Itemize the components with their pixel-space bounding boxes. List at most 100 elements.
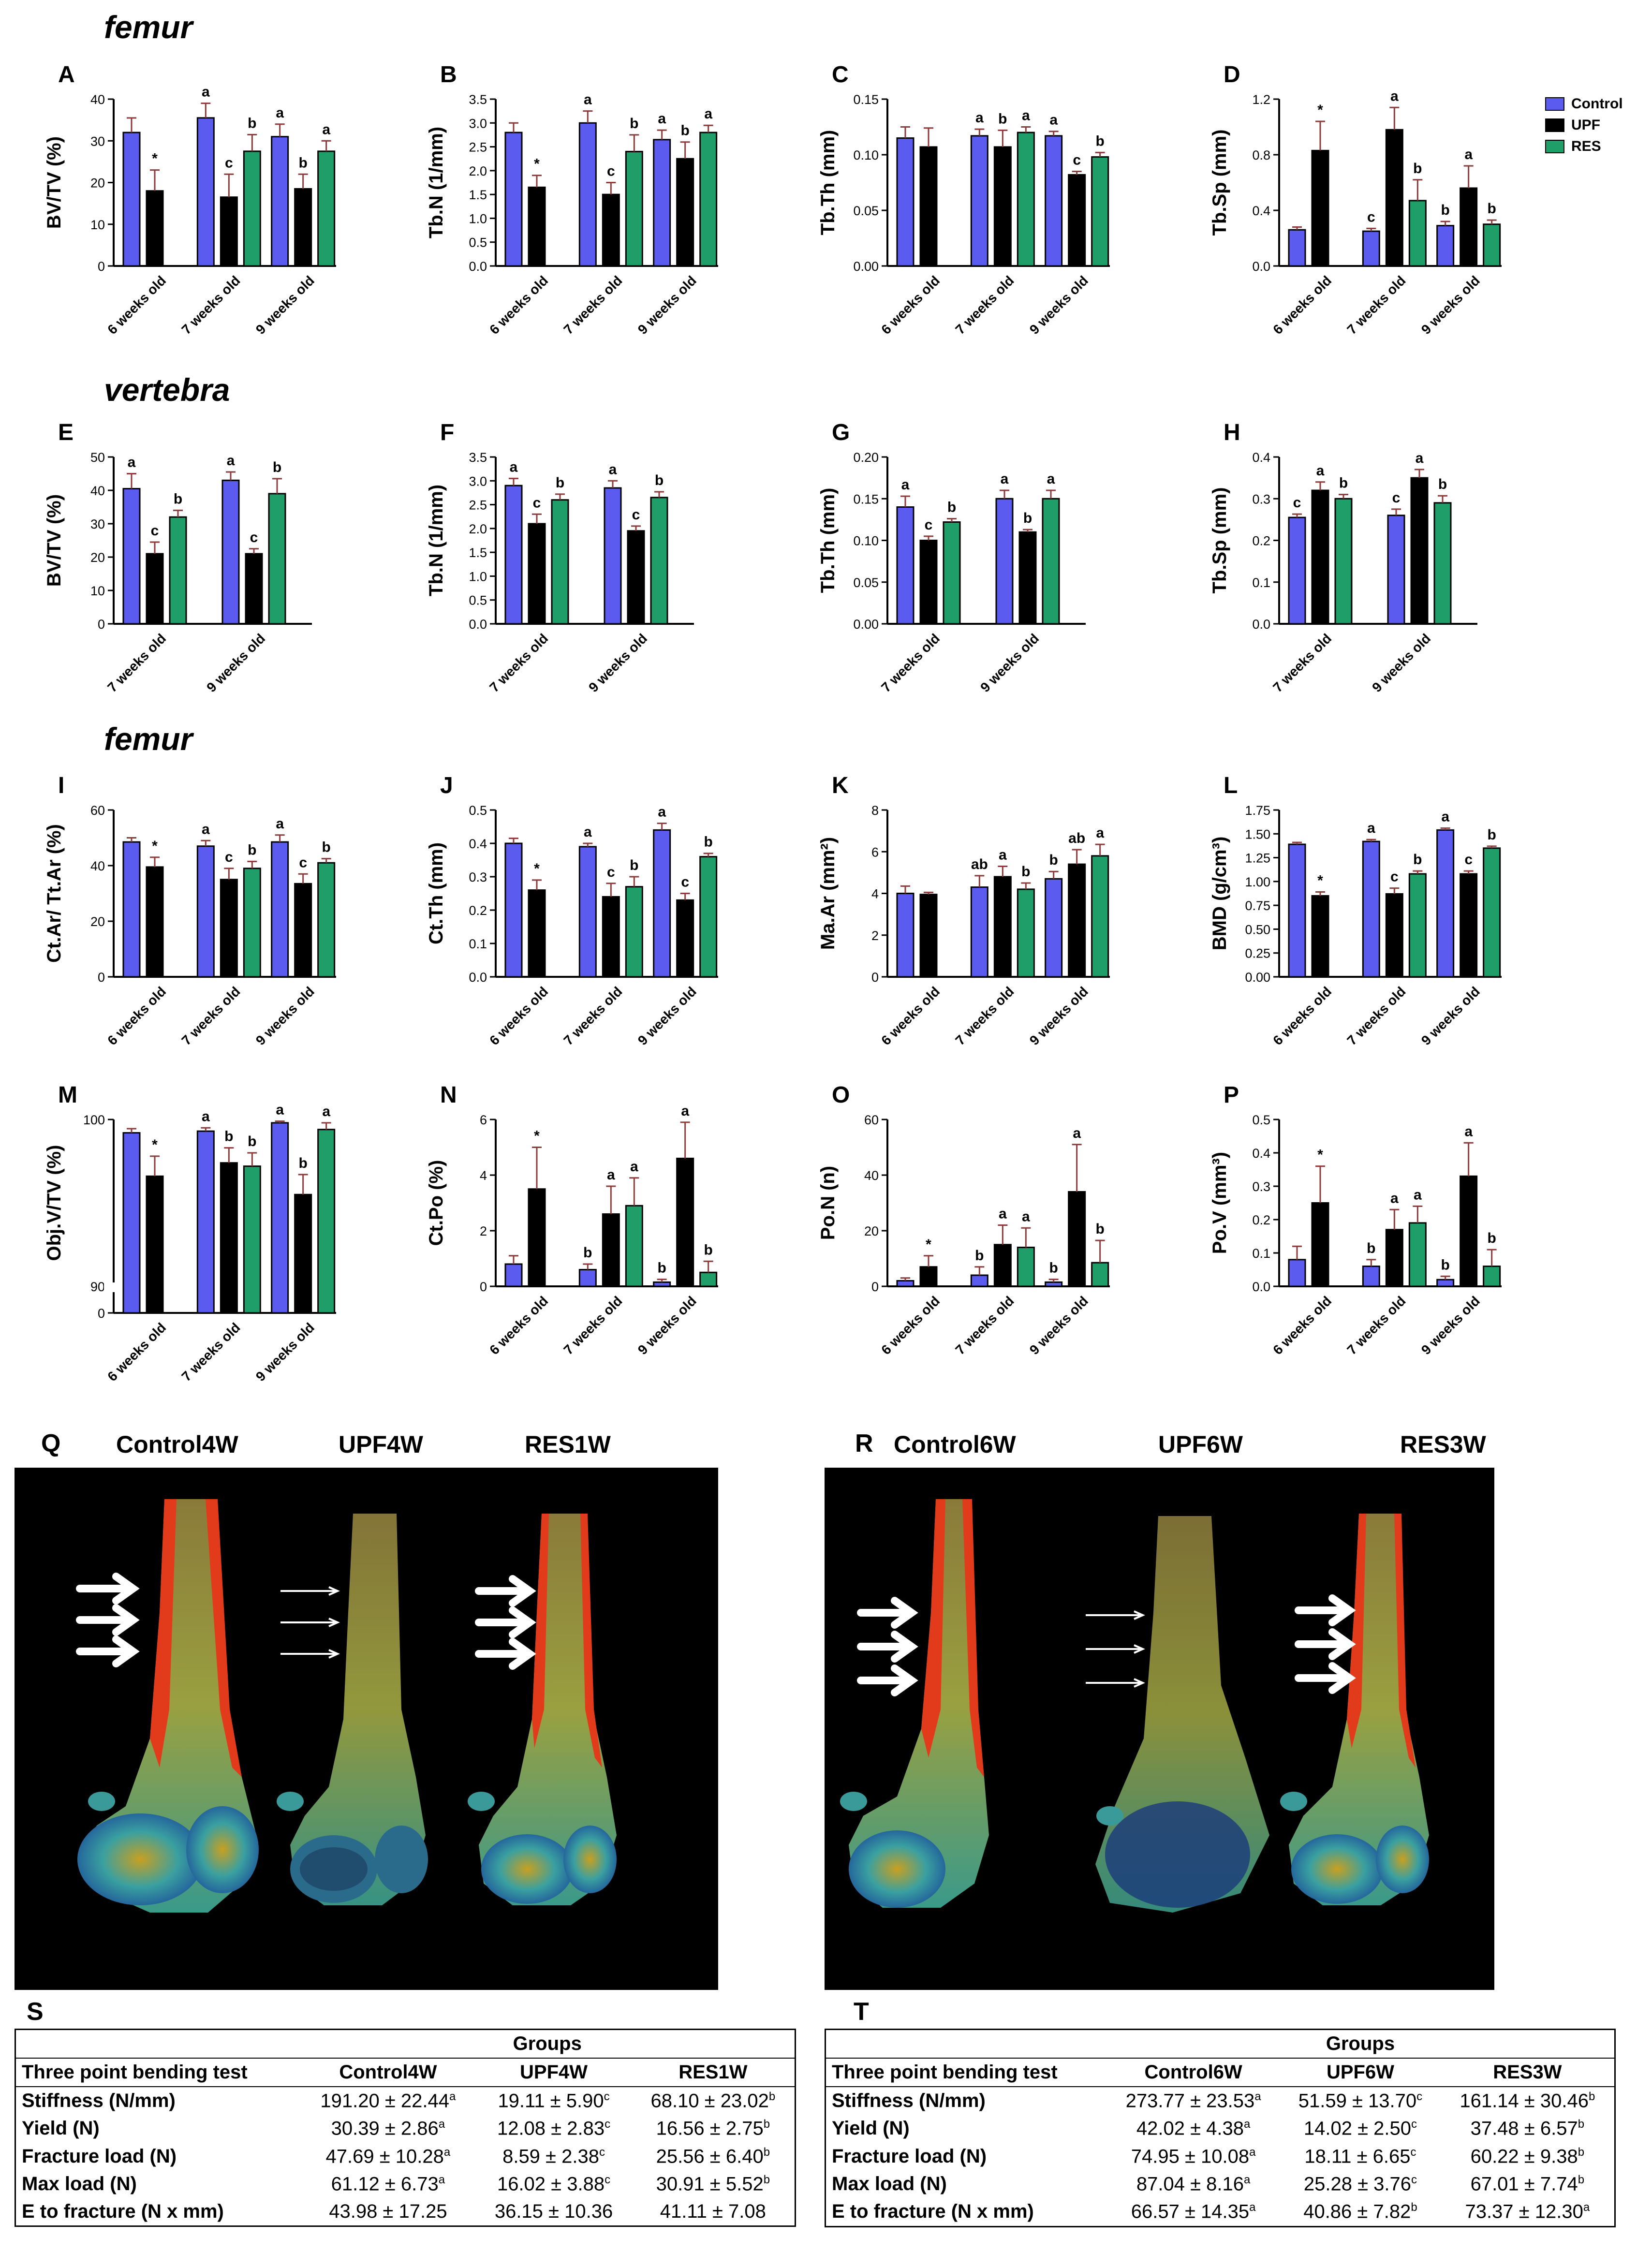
panel-letter-t: T <box>854 1998 869 2026</box>
bar-upf <box>1018 531 1037 625</box>
bar-control <box>1045 135 1063 267</box>
significance-label: * <box>152 1137 158 1153</box>
bar-res <box>1017 888 1035 978</box>
panel-letter-b: B <box>440 62 457 88</box>
bar-control <box>896 1280 914 1287</box>
x-tick-label: 9 weeks old <box>253 1320 317 1384</box>
bar-res <box>243 868 261 978</box>
y-tick-label: 0.5 <box>1252 1113 1270 1127</box>
y-tick-label: 1.0 <box>469 569 487 584</box>
bar-control <box>1362 1266 1380 1287</box>
y-axis-label: BV/TV (%) <box>44 494 65 587</box>
significance-label: b <box>224 1129 233 1145</box>
y-tick-label: 0.3 <box>469 870 487 884</box>
bar-res <box>943 521 961 625</box>
y-tick-label: 4 <box>871 887 879 901</box>
table-group-header: Groups <box>1106 2030 1614 2059</box>
bar-control <box>995 498 1014 625</box>
significance-label: b <box>1049 1260 1058 1276</box>
y-tick-label: 1.2 <box>1252 92 1270 107</box>
bar-control <box>1362 840 1380 978</box>
significance-label: b <box>248 1134 256 1149</box>
bar-upf <box>919 1266 938 1287</box>
bar-res <box>551 499 569 625</box>
bar-upf <box>1311 149 1329 267</box>
significance-label: a <box>609 461 617 477</box>
bar-res <box>317 150 336 267</box>
bar-control <box>196 845 215 978</box>
bar-res <box>1433 502 1452 625</box>
x-tick-label: 7 weeks old <box>953 984 1017 1048</box>
image-title-control4w: Control4W <box>116 1431 238 1458</box>
significance-label: a <box>1414 1187 1422 1203</box>
table-group-header: Groups <box>300 2030 795 2059</box>
significance-label: a <box>322 1104 330 1119</box>
y-tick-label: 0 <box>98 970 105 985</box>
significance-label: b <box>1438 476 1447 492</box>
significance-label: b <box>1023 510 1032 526</box>
significance-label: a <box>975 110 984 126</box>
y-tick-label: 0.2 <box>469 903 487 918</box>
significance-label: b <box>1021 864 1030 880</box>
bar-res <box>169 516 187 625</box>
table-column-header: Control6W <box>1106 2058 1281 2087</box>
bar-control <box>578 846 597 978</box>
x-tick-label: 7 weeks old <box>487 631 551 695</box>
bar-control <box>1045 1281 1063 1287</box>
bar-control <box>1045 878 1063 978</box>
y-tick-label: 0 <box>98 1306 105 1321</box>
bar-control <box>122 488 141 625</box>
y-tick-label: 0 <box>98 617 105 632</box>
bar-upf <box>146 553 164 625</box>
bar-control <box>604 487 622 625</box>
bar-upf <box>220 196 238 267</box>
bar-res <box>317 862 336 978</box>
x-tick-label: 7 weeks old <box>878 631 943 695</box>
bar-control <box>504 842 523 978</box>
bar-upf <box>602 193 620 267</box>
y-tick-label: 100 <box>83 1113 105 1127</box>
y-axis-label: Tb.N (1/mm) <box>426 485 447 596</box>
y-tick-label: 0.1 <box>1252 575 1270 590</box>
significance-label: a <box>1464 147 1473 162</box>
y-tick-label: 40 <box>90 484 105 498</box>
bone-upf4w <box>277 1514 428 1905</box>
legend-item-control: Control <box>1545 96 1623 112</box>
significance-label: a <box>202 821 210 837</box>
significance-label: c <box>299 854 307 870</box>
y-axis-label: BV/TV (%) <box>44 136 65 229</box>
bar-upf <box>528 889 546 978</box>
legend-swatch-upf <box>1545 118 1564 132</box>
bar-res <box>1091 156 1109 267</box>
y-tick-label: 90 <box>90 1280 105 1294</box>
bar-upf <box>1311 895 1329 978</box>
bar-control <box>504 1263 523 1287</box>
x-tick-label: 6 weeks old <box>104 1320 169 1384</box>
bar-upf <box>1068 174 1086 267</box>
y-tick-label: 0.4 <box>1252 450 1270 465</box>
y-tick-label: 0 <box>480 1280 487 1294</box>
chart-p: P 0.0 0.1 0.2 0.3 0.4 0.5 Po.V (mm³) * 6 weeks ol… <box>1209 1082 1502 1357</box>
bar-res <box>243 150 261 267</box>
bar-upf <box>993 876 1012 978</box>
table-row: E to fracture (N x mm) 66.57 ± 14.35a 40.8… <box>832 2201 1590 2223</box>
section-title-vertebra: vertebra <box>104 372 230 408</box>
y-tick-label: 4 <box>480 1168 487 1183</box>
significance-label: b <box>299 155 308 171</box>
bar-control <box>196 1130 215 1314</box>
significance-label: a <box>276 816 284 832</box>
y-tick-label: 1.5 <box>469 188 487 202</box>
y-tick-label: 0 <box>98 259 105 274</box>
y-tick-label: 0.0 <box>469 617 487 632</box>
bone-control6w <box>840 1499 989 1908</box>
bar-upf <box>294 188 312 267</box>
significance-label: a <box>607 1167 615 1183</box>
legend-label-control: Control <box>1571 96 1623 112</box>
significance-label: b <box>1339 475 1348 491</box>
bar-control <box>970 1274 988 1287</box>
bar-res <box>1091 1262 1109 1287</box>
legend-item-res: RES <box>1545 138 1623 155</box>
significance-label: b <box>1096 1221 1105 1237</box>
bar-res <box>1334 498 1353 625</box>
